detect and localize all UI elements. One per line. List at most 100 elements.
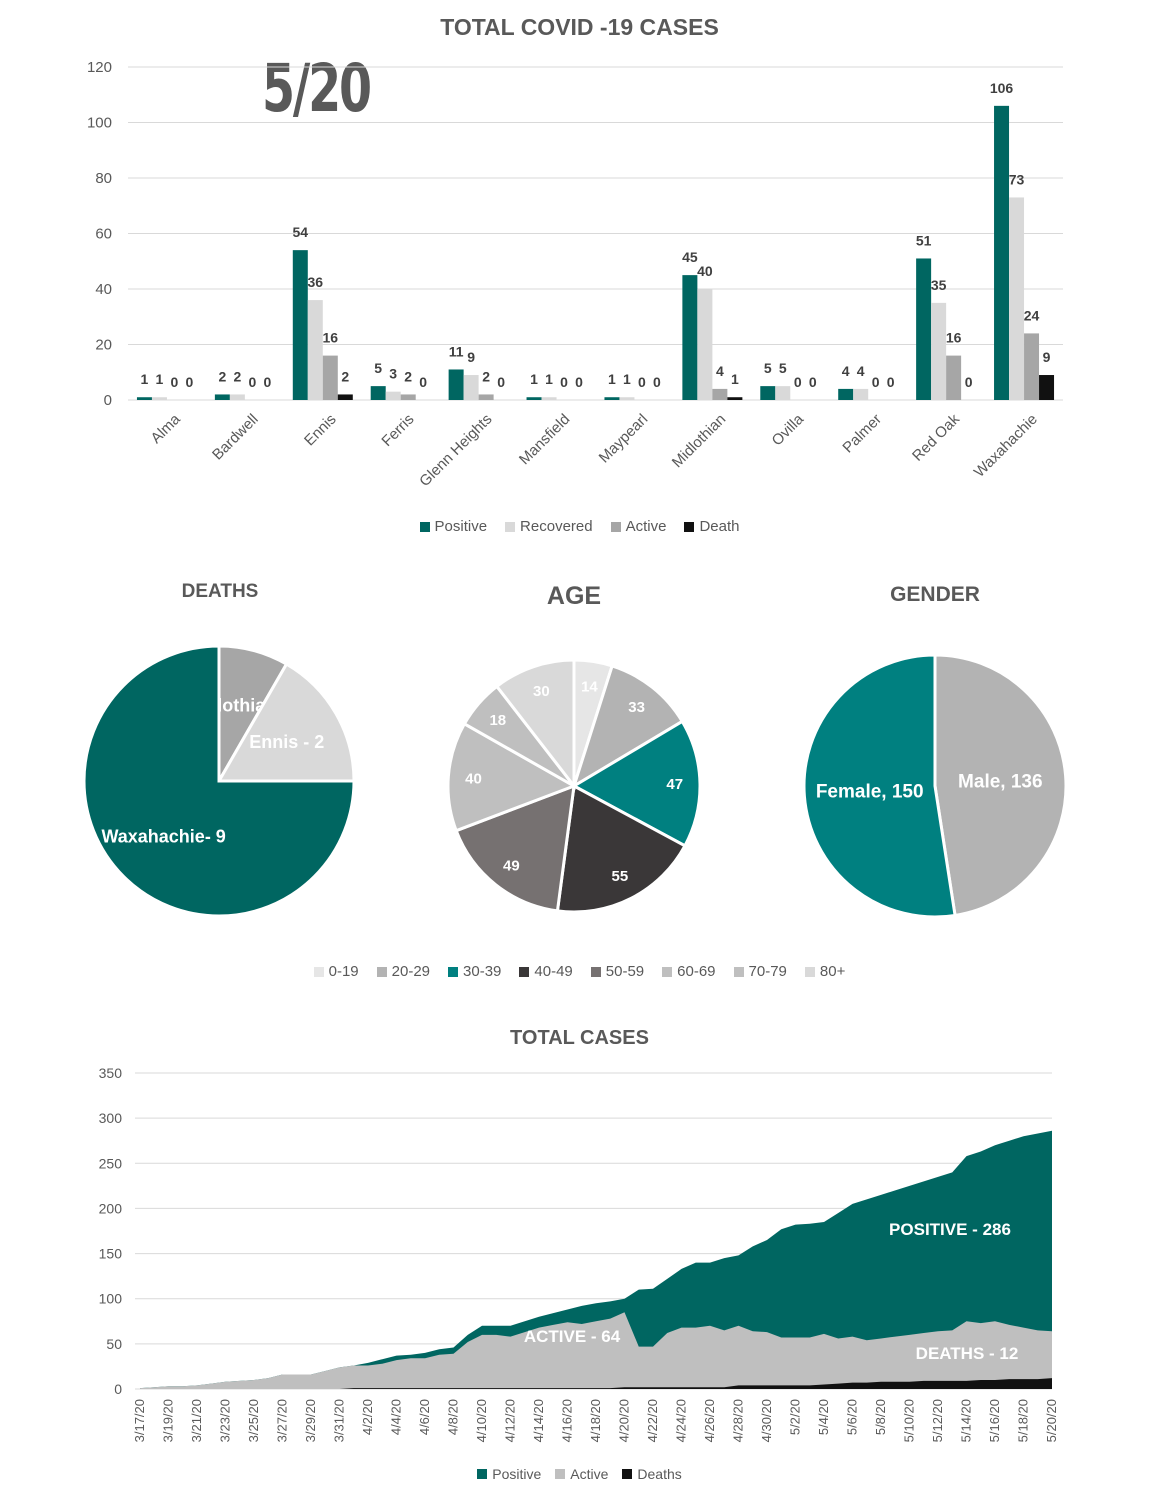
- area-deaths: [140, 1378, 1052, 1389]
- legend-label: Positive: [492, 1466, 542, 1482]
- area-annotation-positive-286: POSITIVE - 286: [889, 1220, 1011, 1239]
- y-tick-label: 200: [99, 1200, 123, 1216]
- legend-swatch: [505, 521, 516, 532]
- data-label: 4: [857, 363, 865, 379]
- age-slice-60-69: [446, 721, 578, 833]
- bar-positive: [370, 386, 386, 400]
- y-tick-label: 100: [87, 115, 112, 132]
- legend-label: 70-79: [748, 963, 787, 980]
- legend-item-60-69: 60-69: [662, 963, 716, 980]
- data-label: 2: [218, 368, 226, 384]
- x-tick-label: 5/20/20: [1044, 1399, 1059, 1442]
- x-tick-label: 4/30/20: [759, 1399, 774, 1442]
- legend-swatch: [804, 966, 815, 977]
- legend-label: Recovered: [520, 518, 593, 535]
- data-label: 51: [916, 232, 932, 248]
- data-label: 4: [842, 363, 850, 379]
- legend-label: 20-29: [391, 963, 431, 980]
- data-label: 3: [389, 366, 397, 382]
- y-tick-label: 300: [99, 1110, 123, 1126]
- x-tick-label: 5/18/20: [1016, 1399, 1031, 1442]
- area-active: [140, 1312, 1052, 1389]
- bar-recovered: [1009, 197, 1025, 400]
- legend-item-active: Active: [610, 518, 667, 535]
- y-tick-label: 120: [87, 59, 112, 76]
- x-tick-label: 4/26/20: [702, 1399, 717, 1442]
- bar-recovered: [463, 375, 479, 400]
- data-label: 0: [794, 374, 802, 390]
- data-label: 35: [931, 277, 947, 293]
- bar-positive: [838, 388, 854, 400]
- x-tick-label: 5/10/20: [902, 1399, 917, 1442]
- y-tick-label: 20: [95, 337, 112, 354]
- legend-swatch: [684, 521, 695, 532]
- legend-item-positive: Positive: [419, 518, 488, 535]
- legend-item-death: Death: [684, 518, 739, 535]
- x-tick-label: 4/24/20: [674, 1399, 689, 1442]
- age-slice-30-39: [570, 719, 702, 848]
- data-label: 0: [186, 374, 194, 390]
- legend-label: 60-69: [677, 963, 716, 980]
- x-tick-label: 5/8/20: [873, 1399, 888, 1435]
- legend-swatch: [313, 966, 324, 977]
- data-label: 2: [233, 368, 241, 384]
- legend-swatch: [376, 966, 387, 977]
- legend-swatch: [733, 966, 744, 977]
- legend-item-positive: Positive: [477, 1466, 541, 1482]
- age-slice-20-29: [571, 664, 685, 790]
- bar-recovered: [619, 397, 635, 400]
- legend-label: Active: [570, 1466, 609, 1482]
- legend-item-30-39: 30-39: [448, 963, 501, 980]
- data-label: 106: [990, 80, 1014, 96]
- data-label: 1: [141, 371, 149, 387]
- legend-item-active: Active: [555, 1466, 608, 1482]
- data-label: 2: [341, 368, 349, 384]
- x-tick-label: 5/12/20: [930, 1399, 945, 1442]
- bar-recovered: [853, 388, 869, 400]
- bar-recovered: [931, 302, 947, 400]
- x-tick-label: 4/20/20: [617, 1399, 632, 1442]
- bar-positive: [916, 258, 932, 400]
- x-tick-label: Red Oak: [909, 410, 963, 464]
- legend-swatch: [519, 966, 530, 977]
- x-tick-label: 3/31/20: [332, 1399, 347, 1442]
- legend-label: 50-59: [605, 963, 645, 980]
- x-tick-label: 3/23/20: [218, 1399, 233, 1442]
- age-slice-label: 30: [533, 683, 550, 700]
- data-label: 0: [419, 374, 427, 390]
- data-label: 2: [482, 368, 490, 384]
- data-label: 0: [887, 374, 895, 390]
- legend-label: Active: [625, 518, 667, 535]
- bar-death: [1039, 375, 1055, 400]
- x-tick-label: 4/2/20: [360, 1399, 375, 1435]
- data-label: 1: [530, 371, 538, 387]
- data-label: 0: [263, 374, 271, 390]
- bar-positive: [604, 397, 620, 400]
- y-tick-label: 40: [95, 281, 112, 298]
- bar-positive: [994, 105, 1010, 400]
- bar-active: [712, 388, 728, 400]
- data-label: 45: [682, 249, 698, 265]
- x-tick-label: Waxahachie: [971, 411, 1041, 481]
- x-tick-label: Maypearl: [596, 411, 652, 467]
- age-slice-label: 14: [581, 679, 598, 696]
- bar-chart-title: TOTAL COVID -19 CASES: [440, 14, 719, 40]
- data-label: 73: [1009, 171, 1025, 187]
- legend-label: Positive: [434, 518, 488, 535]
- bar-death: [337, 394, 353, 400]
- y-tick-label: 350: [99, 1065, 123, 1081]
- data-label: 11: [449, 343, 464, 359]
- age-slice-80: [494, 658, 576, 791]
- y-tick-label: 100: [99, 1291, 123, 1307]
- data-label: 0: [171, 374, 179, 390]
- legend-item-deaths: Deaths: [622, 1466, 682, 1482]
- bar-active: [946, 355, 962, 400]
- legend-swatch: [448, 966, 459, 977]
- gender-slice-label: Male, 136: [958, 772, 1043, 793]
- bar-positive: [136, 397, 152, 400]
- gender-slice-female-150: [802, 653, 957, 919]
- x-tick-label: 3/27/20: [275, 1399, 290, 1442]
- x-tick-label: 4/14/20: [531, 1399, 546, 1442]
- area-positive: [140, 1130, 1052, 1389]
